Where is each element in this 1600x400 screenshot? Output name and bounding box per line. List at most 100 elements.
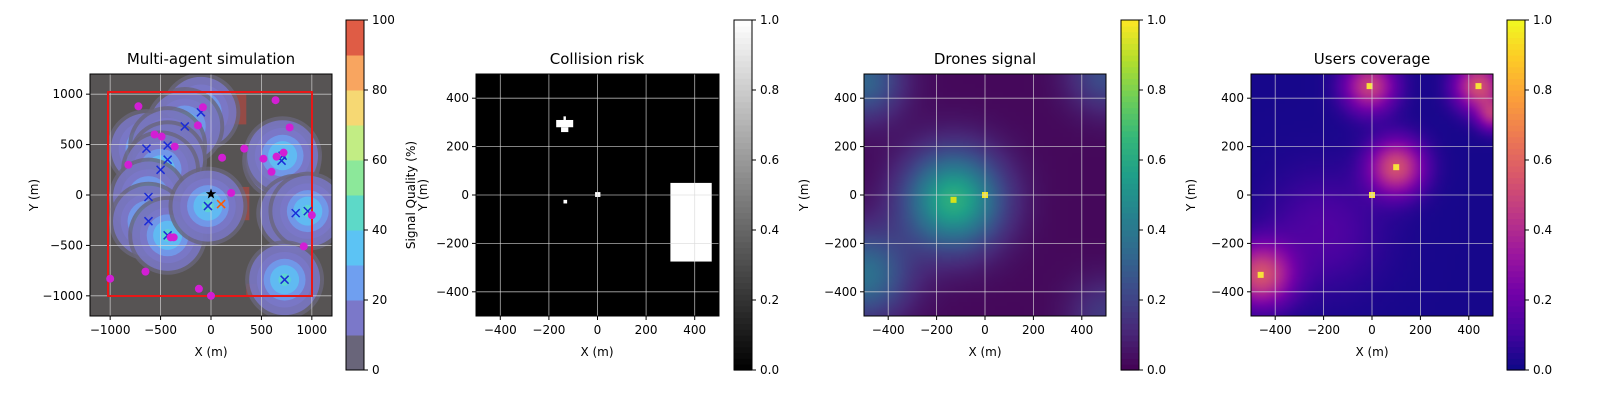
risk-cell <box>563 199 568 204</box>
colorbar-step <box>1507 300 1525 307</box>
colorbar-step <box>1121 265 1139 272</box>
y-axis-label: Y (m) <box>797 179 811 212</box>
x-tick-label: 200 <box>1022 323 1045 337</box>
colorbar-step <box>1507 206 1525 214</box>
colorbar-step <box>734 66 752 74</box>
colorbar-step <box>1121 259 1139 266</box>
user-point <box>227 188 236 197</box>
colorbar-step <box>1121 72 1139 79</box>
colorbar-step <box>734 43 752 50</box>
colorbar-step <box>1121 276 1139 284</box>
colorbar-step <box>1507 142 1525 149</box>
colorbar-step <box>734 317 752 324</box>
user-point <box>307 211 316 220</box>
colorbar-tick-label: 0.2 <box>1147 293 1166 307</box>
colorbar-tick-label: 0.0 <box>1147 363 1166 377</box>
colorbar-step <box>1507 125 1525 132</box>
colorbar-step <box>734 165 752 173</box>
colorbar-step <box>1507 282 1525 289</box>
colorbar-step <box>1121 253 1139 260</box>
colorbar-step <box>1121 55 1139 62</box>
colorbar-step <box>1507 183 1525 190</box>
colorbar-step <box>1121 95 1139 103</box>
colorbar-step <box>1507 25 1525 33</box>
colorbar-step <box>734 340 752 348</box>
colorbar-step <box>734 200 752 208</box>
user-point <box>267 167 276 176</box>
colorbar-step <box>734 300 752 307</box>
colorbar-step <box>734 107 752 114</box>
colorbar-step <box>734 241 752 249</box>
colorbar-level <box>346 195 364 231</box>
colorbar-step <box>734 259 752 266</box>
y-tick-label: 1000 <box>52 87 83 101</box>
colorbar-frame <box>1120 19 1140 371</box>
colorbar-step <box>734 171 752 179</box>
colorbar-step <box>1121 294 1139 301</box>
colorbar-step <box>734 323 752 330</box>
drone-point <box>163 141 173 151</box>
colorbar-step <box>734 84 752 91</box>
colorbar-step <box>734 130 752 138</box>
risk-cell <box>670 182 712 262</box>
colorbar-step <box>734 154 752 161</box>
colorbar-step <box>1507 101 1525 109</box>
colorbar-tick-label: 80 <box>372 83 387 97</box>
panel-users-coverage: Users coverage −400 −200 0 200 400 −400 −200 0 2… <box>1184 13 1552 377</box>
colorbar-step <box>734 346 752 354</box>
user-marker <box>1475 83 1482 90</box>
colorbar-tick-label: 0.6 <box>760 153 779 167</box>
x-tick-label: 0 <box>1368 323 1376 337</box>
drone-point <box>280 275 290 285</box>
colorbar-step <box>1121 148 1139 155</box>
user-marker <box>1393 164 1400 171</box>
y-tick-label: 0 <box>849 188 857 202</box>
colorbar-step <box>1507 49 1525 56</box>
colorbar-step <box>734 218 752 225</box>
colorbar-step <box>1507 235 1525 243</box>
axis-ticks: −400 −200 0 200 400 −400 −200 0 200 400 <box>436 91 706 337</box>
colorbar-step <box>1121 154 1139 161</box>
y-tick-label: 200 <box>834 140 857 154</box>
colorbar-step <box>734 358 752 365</box>
y-tick-label: 400 <box>834 91 857 105</box>
user-point <box>170 142 179 151</box>
colorbar-step <box>1121 323 1139 330</box>
risk-cell <box>561 127 569 133</box>
colorbar-step <box>1507 37 1525 44</box>
colorbar-step <box>1121 317 1139 324</box>
colorbar-step <box>1121 171 1139 179</box>
colorbar-frame <box>733 19 753 371</box>
colorbar-step <box>1507 329 1525 336</box>
user-point <box>193 121 202 130</box>
drone-point <box>203 201 213 211</box>
drone-point <box>163 155 173 165</box>
colorbar-step <box>734 49 752 56</box>
colorbar-step <box>1507 119 1525 126</box>
colorbar-step <box>734 90 752 97</box>
colorbar-step <box>1507 195 1525 202</box>
colorbar-step <box>1507 253 1525 260</box>
panel-multi-agent: Multi-agent simulation −1000 −500 0 500 1000… <box>27 13 418 377</box>
colorbar-level <box>346 335 364 371</box>
colorbar-step <box>1121 335 1139 342</box>
colorbar-step <box>734 305 752 313</box>
panel-collision-risk: Collision risk −400 −200 0 200 400 −400 −200 0 2… <box>416 13 779 377</box>
drone-point <box>180 121 190 131</box>
colorbar-step <box>1121 282 1139 289</box>
colorbar-step <box>1507 160 1525 167</box>
colorbar-step <box>734 189 752 196</box>
colorbar-step <box>1507 107 1525 114</box>
colorbar-step <box>1507 317 1525 324</box>
colorbar-step <box>734 113 752 120</box>
colorbar-tick-label: 20 <box>372 293 387 307</box>
colorbar-frame <box>1506 19 1526 371</box>
colorbar-tick-label: 1.0 <box>1533 13 1552 27</box>
risk-cell <box>563 116 566 120</box>
x-tick-label: −200 <box>532 323 565 337</box>
colorbar-step <box>1121 352 1139 359</box>
colorbar: 0.0 0.2 0.4 0.6 0.8 1.0 <box>1120 13 1166 377</box>
user-point <box>218 153 227 162</box>
colorbar-step <box>734 136 752 144</box>
user-point <box>106 274 115 283</box>
